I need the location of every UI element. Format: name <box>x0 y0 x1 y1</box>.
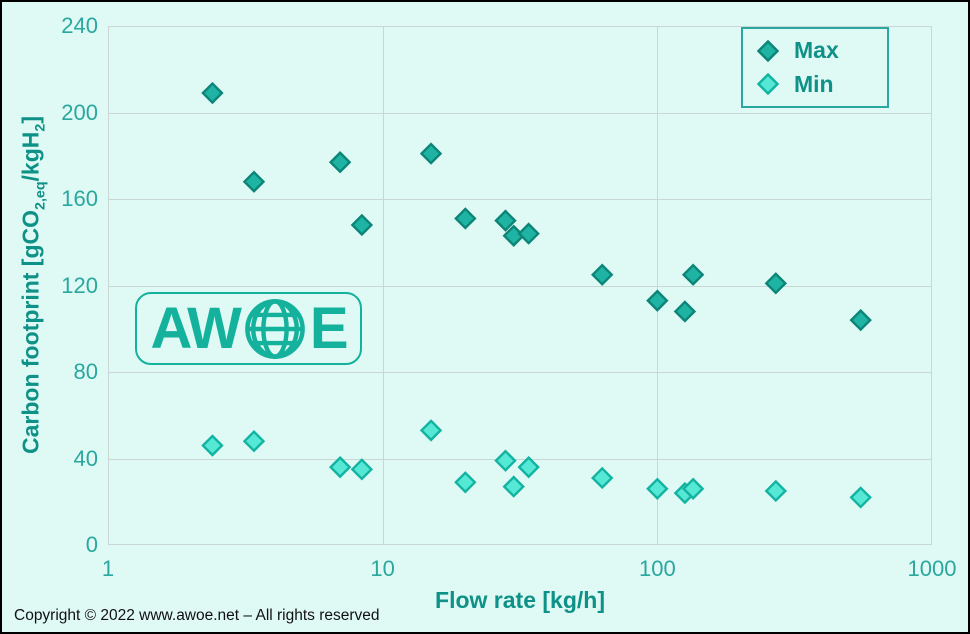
data-point-min <box>494 449 517 472</box>
data-point-max <box>494 209 517 232</box>
x-tick-label: 100 <box>638 556 676 581</box>
data-point-min <box>517 455 540 479</box>
data-point-max <box>681 263 705 286</box>
data-point-max <box>673 300 697 323</box>
data-point-max <box>849 308 872 332</box>
y-tick-label: 0 <box>85 532 98 557</box>
data-point-max <box>591 263 614 286</box>
data-point-max <box>517 222 540 245</box>
legend-label-min: Min <box>794 70 834 97</box>
min-series-marker-icon <box>757 73 779 96</box>
y-tick-label: 160 <box>61 186 98 211</box>
data-point-max <box>201 81 224 105</box>
logo-text-aw: AW <box>150 295 241 361</box>
data-point-min <box>419 419 443 442</box>
data-point-max <box>242 170 266 193</box>
data-point-max <box>328 151 352 174</box>
scatter-plot-canvas <box>108 26 932 545</box>
x-tick-label: 10 <box>370 556 395 581</box>
data-point-min <box>646 477 669 500</box>
data-point-min <box>350 458 374 481</box>
logo-text-e: E <box>309 295 349 361</box>
copyright-text: Copyright © 2022 www.awoe.net – All righ… <box>14 607 380 624</box>
data-point-min <box>328 455 352 479</box>
plot-area: AW E Max <box>108 26 932 545</box>
data-point-min <box>849 486 872 509</box>
x-tick-label: 1000 <box>907 556 957 581</box>
data-point-min <box>201 434 224 457</box>
legend: Max Min <box>741 27 889 108</box>
max-series-marker-icon <box>757 39 779 62</box>
y-tick-label: 200 <box>61 99 98 125</box>
globe-icon <box>245 298 305 359</box>
data-point-min <box>591 466 614 490</box>
legend-item-min: Min <box>757 70 887 97</box>
legend-item-max: Max <box>757 39 887 62</box>
x-axis-title: Flow rate [kg/h] <box>435 587 605 613</box>
data-point-min <box>502 475 525 498</box>
data-point-max <box>454 207 477 230</box>
data-point-max <box>350 213 374 237</box>
awoe-logo-watermark: AW E <box>135 292 362 365</box>
data-point-min <box>454 471 477 494</box>
legend-label-max: Max <box>794 37 839 64</box>
data-point-max <box>764 272 788 295</box>
data-point-min <box>242 430 266 453</box>
data-point-max <box>646 289 669 312</box>
y-tick-label: 120 <box>61 272 98 298</box>
y-tick-label: 240 <box>61 13 98 38</box>
y-tick-label: 40 <box>73 445 98 471</box>
data-point-max <box>419 142 443 165</box>
data-point-min <box>764 479 788 503</box>
plot-border <box>108 26 932 545</box>
x-tick-label: 1 <box>101 556 115 581</box>
y-tick-label: 80 <box>73 359 98 384</box>
data-point-min <box>681 477 705 500</box>
